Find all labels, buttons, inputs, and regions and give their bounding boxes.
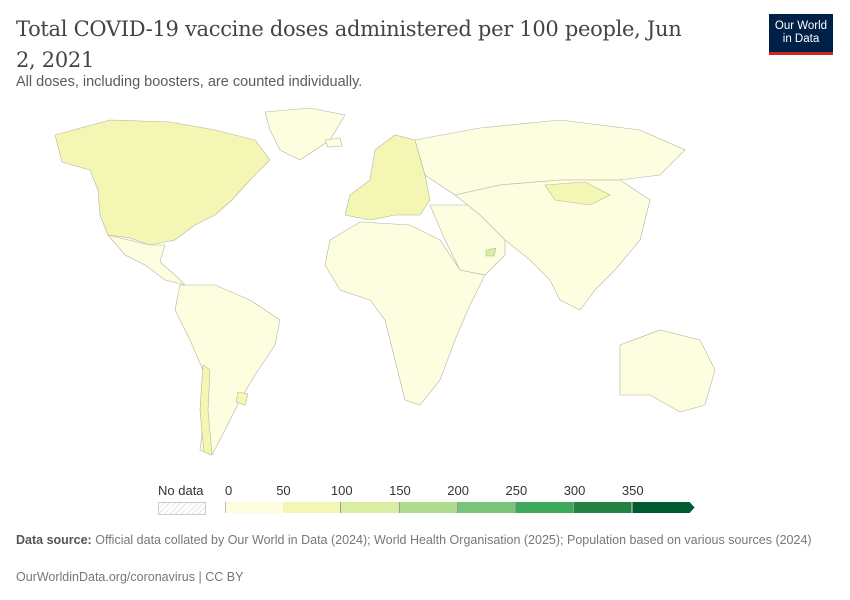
region-central-america[interactable] <box>107 234 186 286</box>
source-url[interactable]: OurWorldinData.org/coronavirus | CC BY <box>16 570 244 584</box>
logo-line-2: in Data <box>782 33 820 45</box>
region-mongolia[interactable] <box>544 181 611 206</box>
legend-bin->350 <box>632 502 695 513</box>
region-russia[interactable] <box>414 119 686 196</box>
no-data-label: No data <box>158 483 204 498</box>
region-asia[interactable] <box>454 179 651 311</box>
region-south-america[interactable] <box>174 284 281 456</box>
world-map <box>54 107 716 456</box>
chart-subtitle: All doses, including boosters, are count… <box>16 74 363 90</box>
color-legend: No data 0 50 100 150 200 250 300 350 <box>0 480 850 520</box>
legend-bin-150-200 <box>399 502 458 513</box>
chart-title: Total COVID-19 vaccine doses administere… <box>16 17 682 72</box>
source-label: Data source: <box>16 533 92 547</box>
data-source: Data source: Official data collated by O… <box>16 532 816 548</box>
region-uruguay[interactable] <box>235 391 249 406</box>
legend-tick: 0 <box>225 483 233 498</box>
region-uae[interactable] <box>485 247 497 257</box>
legend-tick: 200 <box>447 483 469 498</box>
legend-bin-50-100 <box>283 502 342 513</box>
legend-tick: 50 <box>276 483 291 498</box>
legend-tick: 150 <box>389 483 411 498</box>
legend-tick: 350 <box>621 483 644 498</box>
no-data-swatch <box>158 502 206 515</box>
logo-line-1: Our World <box>774 20 828 32</box>
region-greenland[interactable] <box>264 107 346 161</box>
source-text: Official data collated by Our World in D… <box>95 533 812 547</box>
legend-bin-200-250 <box>457 502 516 513</box>
legend-tick: 250 <box>505 483 528 498</box>
region-north-america[interactable] <box>54 119 271 246</box>
legend-tick: 300 <box>563 483 586 498</box>
legend-bin-0-50 <box>225 502 285 513</box>
region-chile[interactable] <box>199 364 213 456</box>
region-africa[interactable] <box>324 221 486 406</box>
legend-tick: 100 <box>330 483 353 498</box>
region-iceland[interactable] <box>324 137 343 148</box>
legend-bin-100-150 <box>341 502 400 513</box>
owid-logo[interactable]: Our World in Data <box>769 14 833 55</box>
region-australia[interactable] <box>619 329 716 413</box>
legend-bin-300-350 <box>574 502 633 513</box>
legend-bin-250-300 <box>516 502 575 513</box>
